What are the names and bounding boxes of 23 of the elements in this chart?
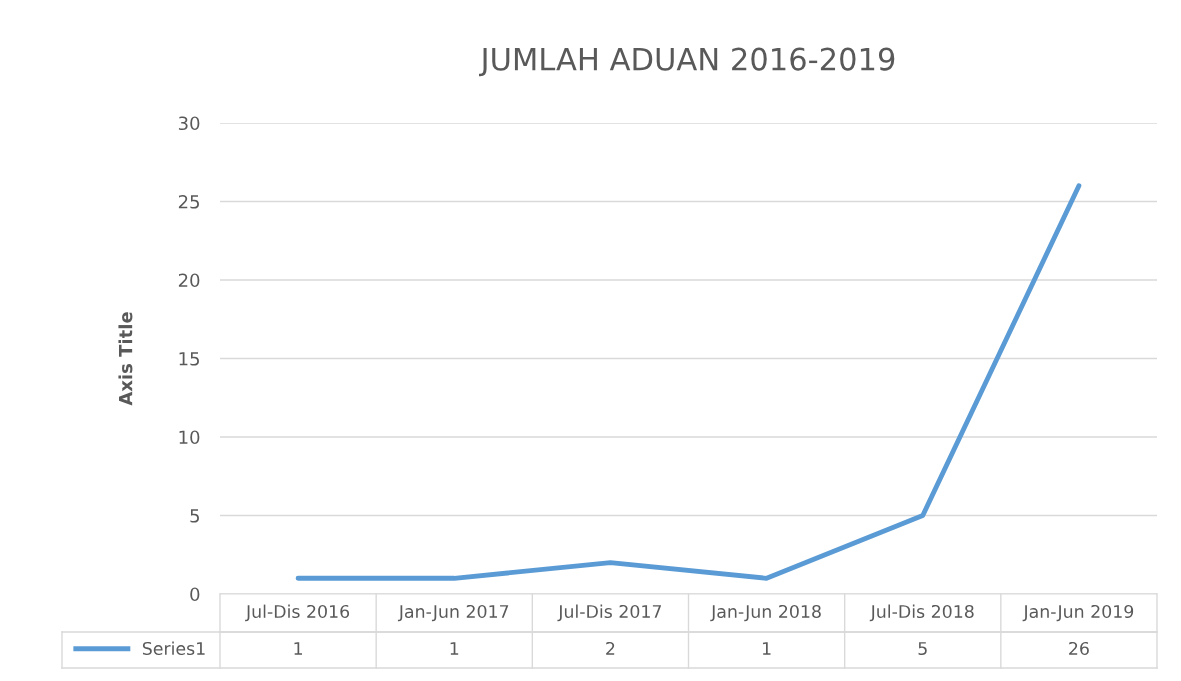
y-tick-label: 10 bbox=[179, 430, 200, 445]
legend-label: Series1 bbox=[142, 641, 205, 656]
line-series bbox=[295, 183, 1082, 581]
x-tick-label: Jul-Dis 2016 bbox=[245, 604, 350, 622]
y-tick-label: 5 bbox=[190, 509, 199, 523]
data-label: 1 bbox=[762, 642, 771, 655]
y-tick-label: 25 bbox=[178, 194, 199, 209]
x-tick-label: Jul-Dis 2018 bbox=[869, 604, 974, 622]
data-label: 26 bbox=[1069, 641, 1089, 656]
data-label: 2 bbox=[606, 641, 615, 655]
y-tick-label: 0 bbox=[190, 587, 200, 602]
x-tick-label: Jan-Jun 2017 bbox=[397, 604, 509, 622]
y-tick-label: 20 bbox=[178, 273, 200, 288]
y-tick-label: 15 bbox=[179, 352, 199, 366]
y-axis-title: Axis Title bbox=[118, 312, 133, 406]
x-tick-label: Jul-Dis 2017 bbox=[557, 604, 662, 622]
x-tick-label: Jan-Jun 2019 bbox=[1022, 604, 1134, 622]
chart-title: JUMLAH ADUAN 2016-2019 bbox=[478, 47, 895, 77]
data-label: 5 bbox=[918, 642, 927, 656]
data-label: 1 bbox=[450, 642, 459, 655]
data-label: 1 bbox=[294, 642, 302, 655]
y-tick-label: 30 bbox=[178, 116, 200, 131]
x-tick-label: Jan-Jun 2018 bbox=[710, 604, 821, 622]
